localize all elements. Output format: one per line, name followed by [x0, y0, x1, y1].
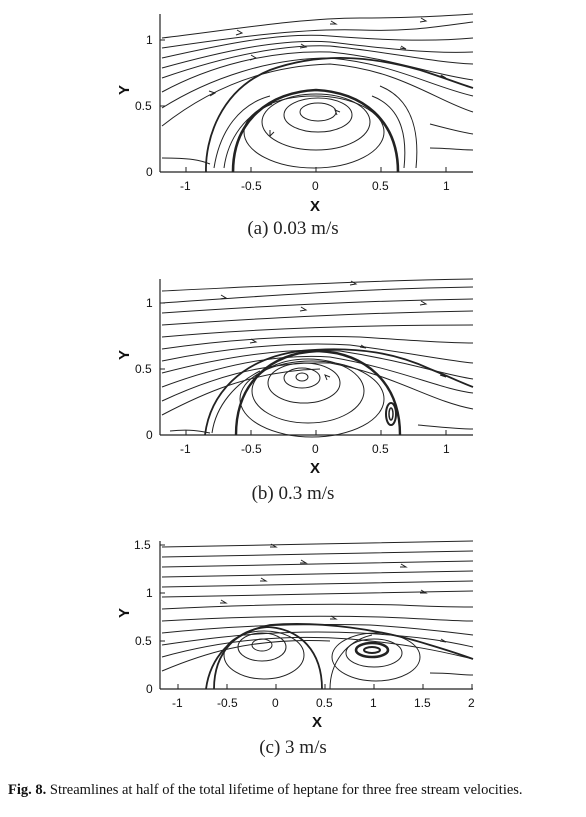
axis-ticks-b [160, 302, 447, 436]
y-tick-0: 0 [146, 165, 153, 179]
x-tick: 0 [312, 179, 319, 193]
y-axis-label: Y [116, 85, 133, 95]
x-axis-label: X [310, 198, 320, 215]
x-tick: 0.5 [372, 442, 389, 456]
x-axis-label: X [310, 460, 320, 477]
y-tick-1: 1 [146, 586, 153, 600]
x-tick: 2 [468, 696, 475, 710]
streamline-plot-a: 1 0.5 0 -1 -0.5 0 0.5 1 X Y [116, 13, 474, 215]
x-tick: -0.5 [241, 179, 262, 193]
x-tick: -1 [180, 179, 191, 193]
x-tick: 1 [370, 696, 377, 710]
axis-ticks-a [160, 39, 447, 173]
figure-number: Fig. 8. [8, 782, 47, 798]
x-tick: 1 [443, 179, 450, 193]
panel-c-label: (c) 3 m/s [259, 737, 327, 758]
y-tick-0: 0 [146, 428, 153, 442]
streamline-plot-c: 1.5 1 0.5 0 -1 -0.5 0 0.5 1 1.5 2 X Y [116, 538, 475, 731]
panel-a: 1 0.5 0 -1 -0.5 0 0.5 1 X Y (a) 0.03 m/s [0, 0, 586, 245]
y-axis-label: Y [116, 350, 133, 360]
y-tick-1.5: 1.5 [134, 538, 151, 552]
x-tick: 0 [272, 696, 279, 710]
y-tick-0.5: 0.5 [135, 362, 152, 376]
y-tick-0.5: 0.5 [135, 99, 152, 113]
streamline-plot-b: 1 0.5 0 -1 -0.5 0 0.5 1 X Y [116, 278, 474, 477]
x-tick: 1 [443, 442, 450, 456]
panel-c: 1.5 1 0.5 0 -1 -0.5 0 0.5 1 1.5 2 X Y (c… [0, 533, 586, 763]
y-tick-1: 1 [146, 33, 153, 47]
caption-text: Streamlines at half of the total lifetim… [49, 782, 523, 798]
y-tick-1: 1 [146, 296, 153, 310]
x-tick: 0.5 [372, 179, 389, 193]
figure-caption: Fig. 8. Streamlines at half of the total… [8, 781, 582, 799]
x-tick: -1 [180, 442, 191, 456]
x-tick: 1.5 [414, 696, 431, 710]
y-axis-label: Y [116, 608, 133, 618]
panel-a-label: (a) 0.03 m/s [247, 218, 339, 239]
x-axis-label: X [312, 714, 322, 731]
axis-ticks-c [160, 544, 473, 690]
y-tick-0: 0 [146, 682, 153, 696]
panel-b: 1 0.5 0 -1 -0.5 0 0.5 1 X Y (b) 0.3 m/s [0, 265, 586, 510]
y-tick-0.5: 0.5 [135, 634, 152, 648]
x-tick: -1 [172, 696, 183, 710]
x-tick: 0.5 [316, 696, 333, 710]
x-tick: -0.5 [217, 696, 238, 710]
panel-b-label: (b) 0.3 m/s [251, 483, 335, 504]
x-tick: -0.5 [241, 442, 262, 456]
x-tick: 0 [312, 442, 319, 456]
